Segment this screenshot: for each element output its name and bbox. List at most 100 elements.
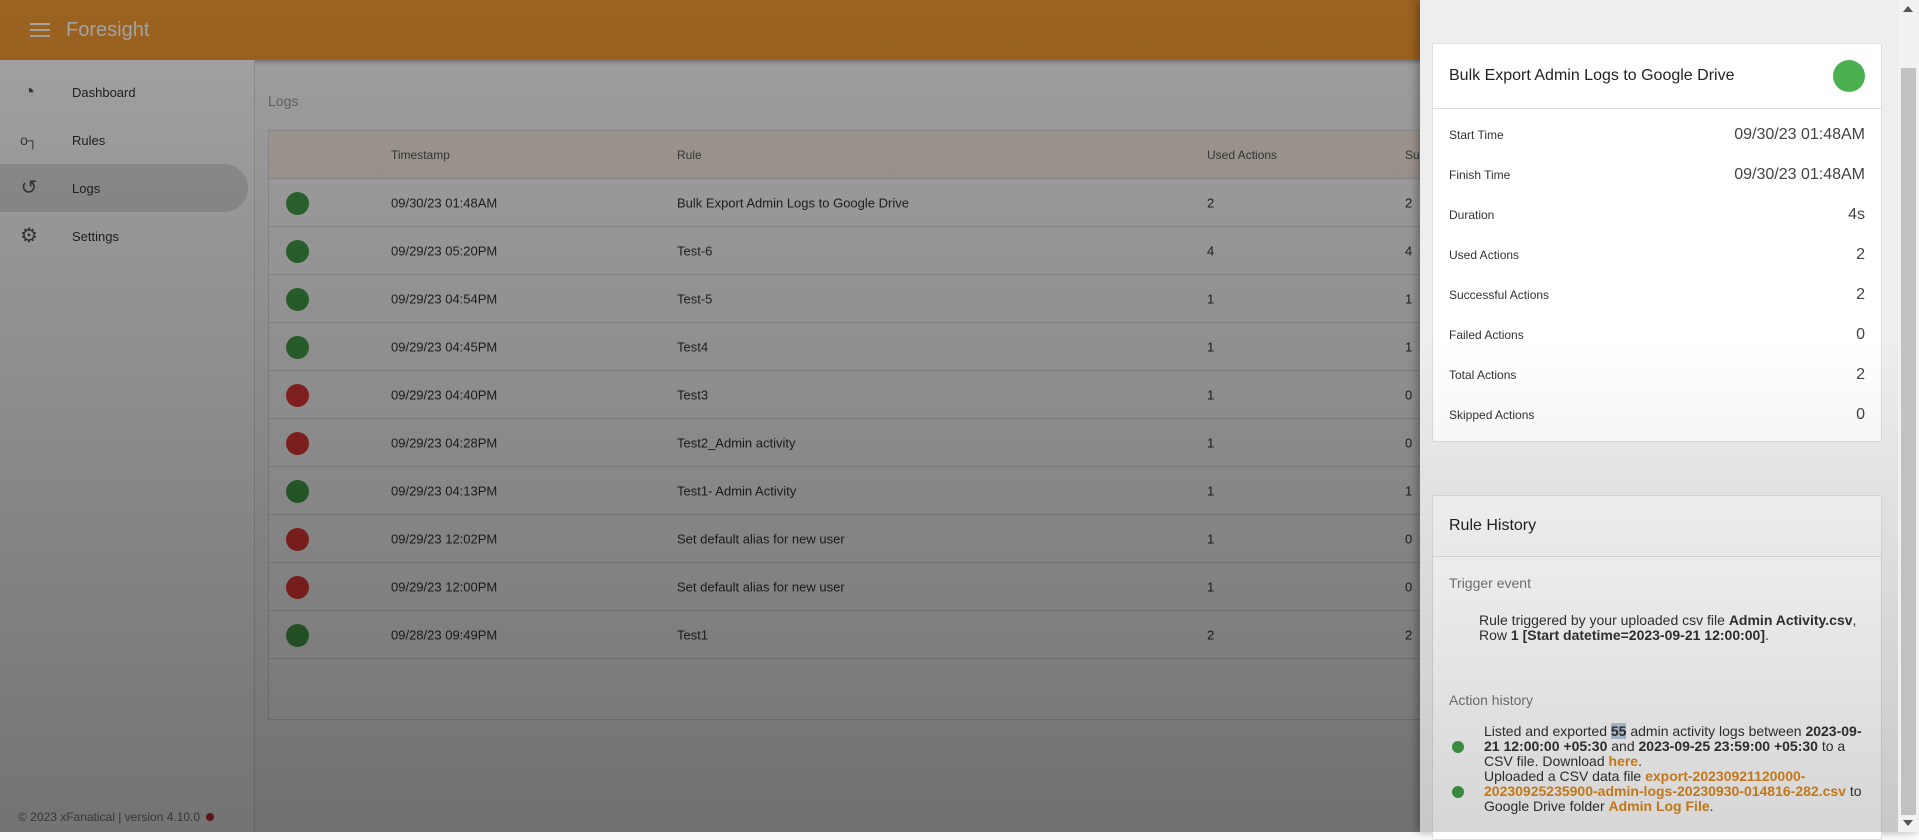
status-success-icon <box>286 240 309 263</box>
csv-file-link[interactable]: export-20230921120000-20230925235900-adm… <box>1484 768 1846 799</box>
connection-status-icon <box>206 813 215 821</box>
cell-successful-actions: 4 <box>1405 243 1413 258</box>
status-success-icon <box>286 288 309 311</box>
status-failed-icon <box>286 528 309 551</box>
cell-used-actions: 1 <box>1207 531 1215 546</box>
scroll-down-icon[interactable] <box>1903 820 1913 826</box>
table-row[interactable]: 09/29/23 12:00PM Set default alias for n… <box>269 563 1567 611</box>
drawer-scrollbar[interactable] <box>1898 0 1919 832</box>
scrollbar-thumb[interactable] <box>1901 68 1916 815</box>
scroll-up-icon[interactable] <box>1903 6 1913 12</box>
cell-timestamp: 09/29/23 12:02PM <box>391 531 498 546</box>
cell-successful-actions: 0 <box>1405 579 1413 594</box>
detail-label: Failed Actions <box>1449 328 1524 342</box>
detail-row: Total Actions 2 <box>1433 355 1881 395</box>
rule-history-card: Rule History Trigger event Rule triggere… <box>1432 495 1882 840</box>
cell-rule: Test3 <box>677 387 709 402</box>
detail-label: Duration <box>1449 208 1495 222</box>
table-row[interactable]: 09/30/23 01:48AM Bulk Export Admin Logs … <box>269 179 1567 227</box>
detail-value: 2 <box>1856 286 1865 303</box>
table-row[interactable]: 09/29/23 04:40PM Test3 1 0 <box>269 371 1567 419</box>
trigger-event-text: Rule triggered by your uploaded csv file… <box>1479 612 1857 643</box>
action-success-icon <box>1452 740 1464 753</box>
status-success-icon <box>286 480 309 503</box>
cell-timestamp: 09/29/23 05:20PM <box>391 243 498 258</box>
cell-rule: Test2_Admin activity <box>677 435 796 450</box>
cell-used-actions: 1 <box>1207 291 1215 306</box>
status-failed-icon <box>286 576 309 599</box>
detail-label: Start Time <box>1449 128 1504 142</box>
cell-timestamp: 09/29/23 04:45PM <box>391 339 498 354</box>
detail-value: 0 <box>1856 326 1865 343</box>
sidebar-item-logs[interactable]: ↺ Logs <box>0 164 248 212</box>
cell-successful-actions: 0 <box>1405 387 1413 402</box>
table-row[interactable]: 09/29/23 04:13PM Test1- Admin Activity 1… <box>269 467 1567 515</box>
cell-rule: Test-6 <box>677 243 713 258</box>
table-row[interactable]: 09/29/23 04:54PM Test-5 1 1 <box>269 275 1567 323</box>
cell-used-actions: 2 <box>1207 195 1215 210</box>
gear-icon: ⚙ <box>20 225 38 247</box>
table-row[interactable]: 09/29/23 12:02PM Set default alias for n… <box>269 515 1567 563</box>
cell-timestamp: 09/29/23 04:28PM <box>391 435 498 450</box>
log-detail-card: Bulk Export Admin Logs to Google Drive S… <box>1432 43 1882 442</box>
status-success-icon <box>286 624 309 647</box>
detail-row: Start Time 09/30/23 01:48AM <box>1433 115 1881 155</box>
drive-folder-link[interactable]: Admin Log File <box>1608 798 1710 814</box>
cell-successful-actions: 1 <box>1405 483 1413 498</box>
cell-rule: Bulk Export Admin Logs to Google Drive <box>677 195 909 210</box>
log-detail-drawer: Bulk Export Admin Logs to Google Drive S… <box>1420 0 1919 840</box>
detail-title: Bulk Export Admin Logs to Google Drive <box>1449 67 1735 84</box>
sidebar-item-dashboard[interactable]: ◔ Dashboard <box>0 68 248 116</box>
cell-timestamp: 09/29/23 04:13PM <box>391 483 498 498</box>
detail-row: Successful Actions 2 <box>1433 275 1881 315</box>
cell-timestamp: 09/28/23 09:49PM <box>391 627 498 642</box>
cell-rule: Set default alias for new user <box>677 531 845 546</box>
rules-icon: o┐ <box>20 132 38 148</box>
cell-rule: Test1 <box>677 627 709 642</box>
cell-successful-actions: 2 <box>1405 627 1413 642</box>
cell-used-actions: 4 <box>1207 243 1215 258</box>
detail-label: Total Actions <box>1449 368 1517 382</box>
detail-label: Successful Actions <box>1449 288 1550 302</box>
sidebar-item-rules[interactable]: o┐ Rules <box>0 116 248 164</box>
table-row[interactable]: 09/28/23 09:49PM Test1 2 2 <box>269 611 1567 659</box>
detail-label: Finish Time <box>1449 168 1511 182</box>
column-rule[interactable]: Rule <box>677 147 702 162</box>
cell-successful-actions: 0 <box>1405 531 1413 546</box>
cell-used-actions: 1 <box>1207 579 1215 594</box>
status-success-icon <box>286 336 309 359</box>
app-title: Foresight <box>66 18 150 41</box>
cell-rule: Test-5 <box>677 291 713 306</box>
cell-successful-actions: 2 <box>1405 195 1413 210</box>
sidebar-item-settings[interactable]: ⚙ Settings <box>0 212 248 260</box>
cell-rule: Test1- Admin Activity <box>677 483 797 498</box>
table-row[interactable]: 09/29/23 04:28PM Test2_Admin activity 1 … <box>269 419 1567 467</box>
column-timestamp[interactable]: Timestamp <box>391 147 450 162</box>
cell-timestamp: 09/29/23 04:40PM <box>391 387 498 402</box>
table-row[interactable]: 09/29/23 04:45PM Test4 1 1 <box>269 323 1567 371</box>
cell-rule: Test4 <box>677 339 709 354</box>
download-link[interactable]: here <box>1608 753 1639 769</box>
status-failed-icon <box>286 432 309 455</box>
detail-row: Used Actions 2 <box>1433 235 1881 275</box>
action-history-item: Listed and exported 55 admin activity lo… <box>1449 723 1865 769</box>
hamburger-menu-icon[interactable] <box>30 23 50 37</box>
trigger-event-label: Trigger event <box>1449 575 1531 591</box>
table-row[interactable]: 09/29/23 05:20PM Test-6 4 4 <box>269 227 1567 275</box>
cell-timestamp: 09/30/23 01:48AM <box>391 195 498 210</box>
action-history-item: Uploaded a CSV data file export-20230921… <box>1449 769 1865 814</box>
cell-used-actions: 1 <box>1207 483 1215 498</box>
cell-rule: Set default alias for new user <box>677 579 845 594</box>
cell-used-actions: 1 <box>1207 435 1215 450</box>
detail-value: 4s <box>1848 206 1865 223</box>
detail-row: Skipped Actions 0 <box>1433 395 1881 435</box>
column-successful-actions[interactable]: Su <box>1405 147 1420 162</box>
detail-value: 09/30/23 01:48AM <box>1734 126 1865 143</box>
cell-used-actions: 2 <box>1207 627 1215 642</box>
column-used-actions[interactable]: Used Actions <box>1207 147 1278 162</box>
sidebar-item-label: Rules <box>72 132 106 148</box>
status-failed-icon <box>286 384 309 407</box>
status-success-icon <box>286 192 309 215</box>
cell-timestamp: 09/29/23 04:54PM <box>391 291 498 306</box>
detail-value: 2 <box>1856 246 1865 263</box>
